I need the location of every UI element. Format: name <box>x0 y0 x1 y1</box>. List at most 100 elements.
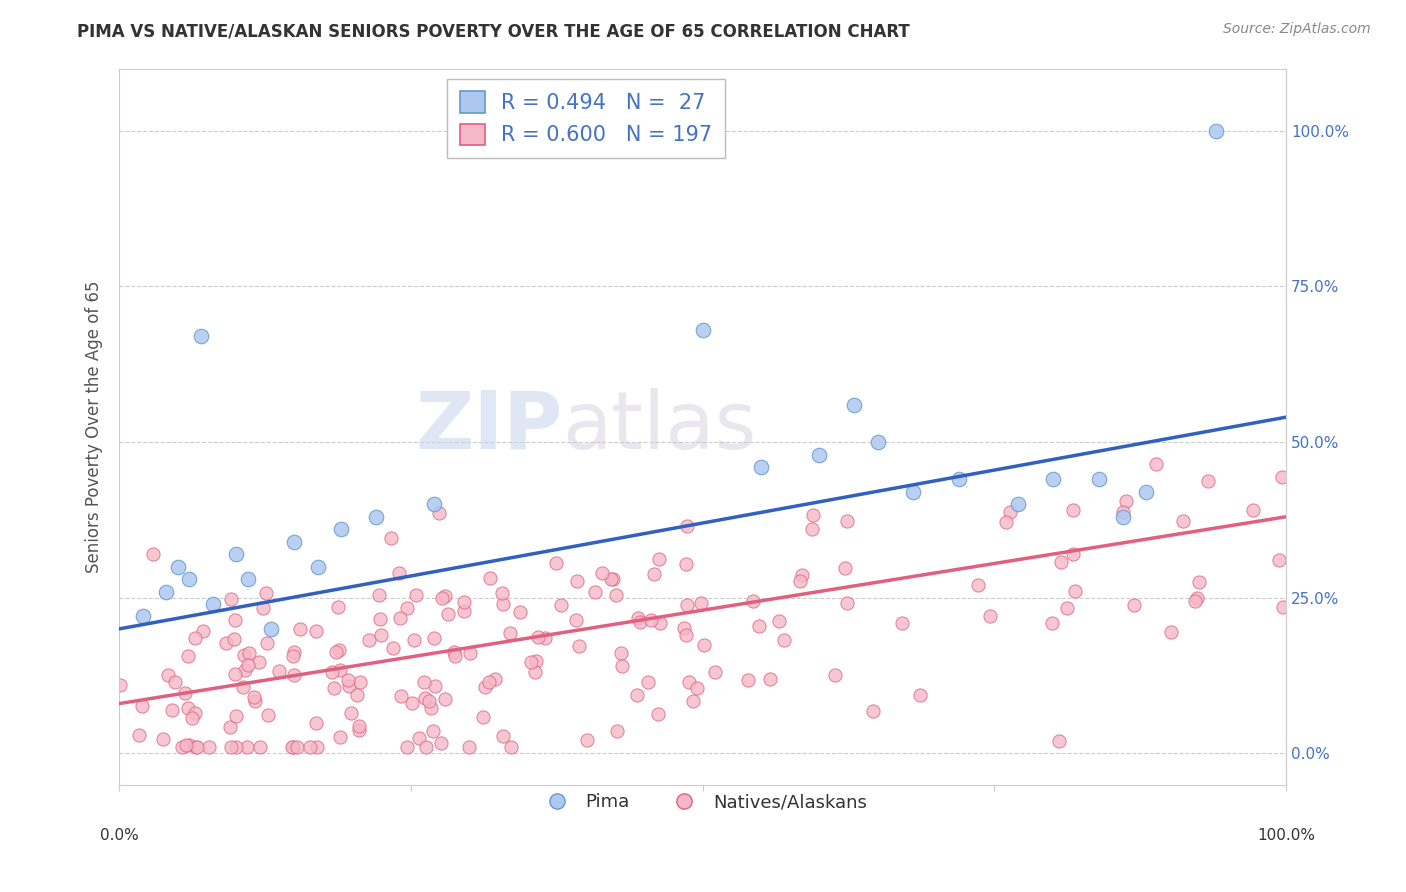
Point <box>998 504 1021 518</box>
Point <box>1160 624 1182 639</box>
Point <box>432 591 454 605</box>
Point <box>1144 458 1167 472</box>
Point <box>550 598 572 612</box>
Point <box>675 557 697 571</box>
Point <box>1062 502 1084 516</box>
Point <box>1111 505 1133 519</box>
Point <box>225 708 247 723</box>
Point <box>692 638 714 652</box>
Point <box>336 673 359 687</box>
Point <box>472 710 495 724</box>
Point <box>844 398 866 412</box>
Point <box>382 640 405 655</box>
Point <box>283 668 305 682</box>
Point <box>1268 552 1291 566</box>
Point <box>474 680 496 694</box>
Point <box>1056 600 1078 615</box>
Point <box>260 622 283 636</box>
Point <box>329 731 352 745</box>
Point <box>491 729 513 743</box>
Point <box>408 731 430 745</box>
Point <box>304 715 326 730</box>
Point <box>305 624 328 638</box>
Point <box>430 736 453 750</box>
Point <box>357 632 380 647</box>
Point <box>1047 734 1070 748</box>
Point <box>395 600 418 615</box>
Point <box>1064 583 1087 598</box>
Point <box>678 674 700 689</box>
Point <box>637 675 659 690</box>
Point <box>453 595 475 609</box>
Point <box>758 673 780 687</box>
Point <box>749 460 772 475</box>
Point <box>1135 484 1157 499</box>
Point <box>737 673 759 688</box>
Point <box>388 566 411 580</box>
Point <box>443 645 465 659</box>
Point <box>186 740 208 755</box>
Point <box>427 506 450 520</box>
Text: PIMA VS NATIVE/ALASKAN SENIORS POVERTY OVER THE AGE OF 65 CORRELATION CHART: PIMA VS NATIVE/ALASKAN SENIORS POVERTY O… <box>77 22 910 40</box>
Point <box>837 596 859 610</box>
Text: Source: ZipAtlas.com: Source: ZipAtlas.com <box>1223 22 1371 37</box>
Point <box>236 740 259 755</box>
Point <box>415 740 437 755</box>
Point <box>160 703 183 717</box>
Point <box>1197 475 1219 489</box>
Point <box>219 740 242 755</box>
Point <box>420 700 443 714</box>
Point <box>191 624 214 638</box>
Point <box>458 646 481 660</box>
Point <box>224 613 246 627</box>
Point <box>181 711 204 725</box>
Point <box>401 696 423 710</box>
Point <box>910 688 932 702</box>
Point <box>155 584 177 599</box>
Point <box>1171 514 1194 528</box>
Point <box>686 681 709 696</box>
Point <box>232 648 254 663</box>
Point <box>567 574 589 589</box>
Point <box>866 435 889 450</box>
Point <box>564 613 586 627</box>
Point <box>478 674 501 689</box>
Point <box>233 663 256 677</box>
Point <box>177 701 200 715</box>
Point <box>328 643 350 657</box>
Point <box>1042 472 1064 486</box>
Point <box>256 635 278 649</box>
Point <box>232 680 254 694</box>
Point <box>243 690 266 704</box>
Point <box>824 668 846 682</box>
Point <box>243 693 266 707</box>
Point <box>520 656 543 670</box>
Point <box>808 448 831 462</box>
Point <box>179 572 201 586</box>
Point <box>405 588 427 602</box>
Point <box>349 674 371 689</box>
Point <box>190 329 212 343</box>
Point <box>219 591 242 606</box>
Point <box>627 611 650 625</box>
Point <box>801 508 824 523</box>
Point <box>484 673 506 687</box>
Point <box>131 699 153 714</box>
Point <box>329 664 352 678</box>
Point <box>492 597 515 611</box>
Point <box>509 606 531 620</box>
Point <box>423 679 446 693</box>
Point <box>444 649 467 664</box>
Point <box>380 531 402 545</box>
Point <box>184 739 207 754</box>
Point <box>643 567 665 582</box>
Point <box>395 739 418 754</box>
Point <box>368 612 391 626</box>
Point <box>1111 509 1133 524</box>
Point <box>1184 594 1206 608</box>
Point <box>108 678 131 692</box>
Point <box>404 633 426 648</box>
Point <box>389 689 412 703</box>
Point <box>626 688 648 702</box>
Point <box>281 740 304 755</box>
